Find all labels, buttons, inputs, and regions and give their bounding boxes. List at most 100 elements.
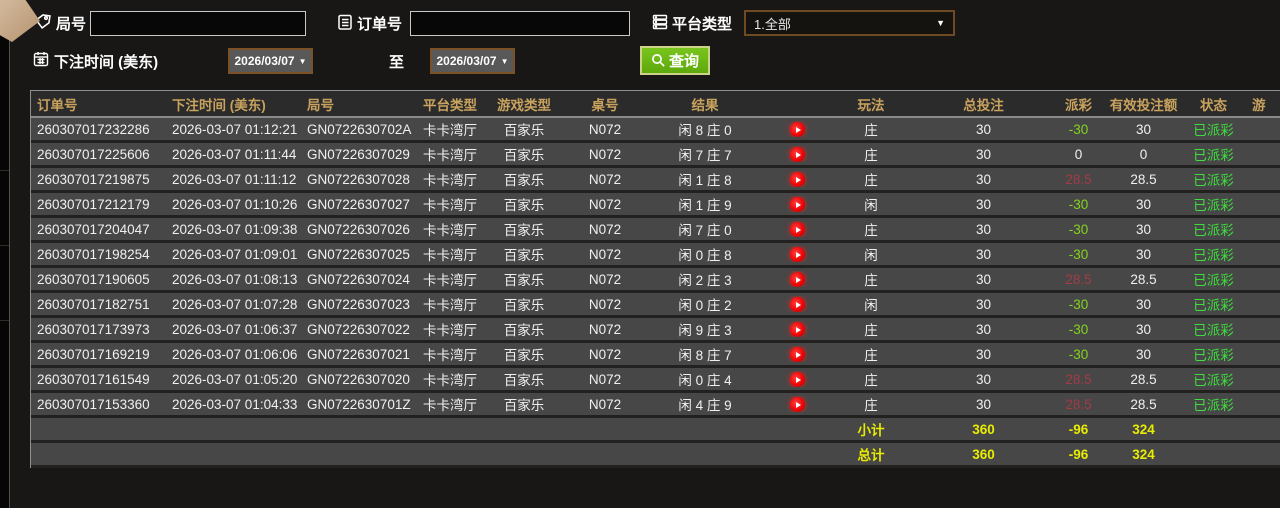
cell-platform: 卡卡湾厅 bbox=[423, 398, 477, 413]
replay-icon[interactable] bbox=[790, 172, 805, 188]
cell-total_bet: 30 bbox=[975, 246, 992, 262]
cell-order_id: 260307017173973 bbox=[37, 321, 150, 337]
cell-total_bet: 30 bbox=[975, 321, 992, 337]
cell-order_id: 260307017161549 bbox=[37, 371, 150, 387]
table-row: 260307017204047 2026-03-07 01:09:38 GN0722… bbox=[31, 218, 1280, 243]
column-header-platform: 平台类型 bbox=[423, 97, 477, 113]
cell-order_id: 260307017232286 bbox=[37, 121, 150, 137]
table-row: 260307017190605 2026-03-07 01:08:13 GN0722… bbox=[31, 268, 1280, 293]
table-row: 260307017212179 2026-03-07 01:10:26 GN0722… bbox=[31, 193, 1280, 218]
replay-icon[interactable] bbox=[790, 372, 805, 388]
cell-replay bbox=[769, 171, 826, 188]
search-icon bbox=[652, 54, 665, 67]
cell-valid_bet: 30 bbox=[1135, 196, 1152, 212]
cell-bet_time: 2026-03-07 01:11:44 bbox=[172, 146, 297, 162]
replay-icon[interactable] bbox=[790, 222, 805, 238]
replay-icon[interactable] bbox=[790, 197, 805, 213]
cell-status: 已派彩 bbox=[1193, 273, 1234, 288]
cell-result: 闲 9 庄 3 bbox=[678, 323, 732, 338]
cell-valid_bet: 28.5 bbox=[1130, 271, 1157, 287]
cell-table_no: N072 bbox=[588, 146, 622, 162]
cell-play_type: 小计 bbox=[857, 423, 885, 438]
cell-play_type: 庄 bbox=[864, 348, 878, 363]
cell-play_type: 闲 bbox=[864, 198, 878, 213]
cell-table_no: N072 bbox=[588, 121, 622, 137]
cell-platform: 卡卡湾厅 bbox=[423, 323, 477, 338]
cell-order_id: 260307017153360 bbox=[37, 396, 150, 412]
cell-game_type: 百家乐 bbox=[503, 373, 545, 388]
cell-game_no: GN07226307028 bbox=[307, 171, 410, 187]
cell-order_id: 260307017169219 bbox=[37, 346, 150, 362]
replay-icon[interactable] bbox=[790, 122, 805, 138]
replay-icon[interactable] bbox=[790, 147, 805, 163]
column-header-bet_time: 下注时间 (美东) bbox=[172, 97, 266, 113]
cell-payout: -30 bbox=[1068, 346, 1089, 362]
cell-bet_time: 2026-03-07 01:08:13 bbox=[172, 271, 298, 287]
cell-game_no: GN0722630702A bbox=[307, 121, 412, 137]
cell-game_no: GN07226307023 bbox=[307, 296, 410, 312]
cell-play_type: 闲 bbox=[864, 298, 878, 313]
cell-order_id: 260307017182751 bbox=[37, 296, 150, 312]
cell-result: 闲 4 庄 9 bbox=[678, 398, 732, 413]
cell-valid_bet: 0 bbox=[1139, 146, 1148, 162]
subtotal-row: 小计 360 -96 324 bbox=[31, 418, 1280, 443]
cell-game_no: GN07226307024 bbox=[307, 271, 410, 287]
cell-result: 闲 0 庄 4 bbox=[678, 373, 732, 388]
replay-icon[interactable] bbox=[790, 247, 805, 263]
cell-bet_time: 2026-03-07 01:06:37 bbox=[172, 321, 298, 337]
cell-valid_bet: 30 bbox=[1135, 321, 1152, 337]
bet-time-label: 下注时间 (美东) bbox=[54, 54, 159, 71]
replay-icon[interactable] bbox=[790, 397, 805, 413]
cell-total_bet: 30 bbox=[975, 196, 992, 212]
cell-replay bbox=[769, 196, 826, 213]
search-button[interactable]: 查询 bbox=[640, 46, 711, 75]
column-header-status: 状态 bbox=[1200, 97, 1227, 113]
replay-icon[interactable] bbox=[790, 347, 805, 363]
cell-replay bbox=[769, 321, 826, 338]
platform-type-select[interactable]: 1.全部 ▼ bbox=[744, 10, 955, 36]
cell-total_bet: 30 bbox=[975, 396, 992, 412]
platform-type-label: 平台类型 bbox=[672, 16, 733, 33]
cell-game_no: GN07226307021 bbox=[307, 346, 410, 362]
cell-result: 闲 8 庄 7 bbox=[678, 348, 732, 363]
cell-table_no: N072 bbox=[588, 196, 622, 212]
cell-platform: 卡卡湾厅 bbox=[423, 123, 477, 138]
cell-total_bet: 30 bbox=[975, 121, 992, 137]
cell-platform: 卡卡湾厅 bbox=[423, 173, 477, 188]
cell-game_no: GN07226307026 bbox=[307, 221, 410, 237]
cell-total_bet: 30 bbox=[975, 371, 992, 387]
cell-replay bbox=[769, 371, 826, 388]
cell-valid_bet: 30 bbox=[1135, 121, 1152, 137]
order-no-input[interactable] bbox=[410, 11, 630, 36]
cell-bet_time: 2026-03-07 01:05:20 bbox=[172, 371, 298, 387]
cell-result: 闲 8 庄 0 bbox=[678, 123, 732, 138]
cell-order_id: 260307017212179 bbox=[37, 196, 150, 212]
column-header-result: 结果 bbox=[691, 97, 719, 113]
cell-platform: 卡卡湾厅 bbox=[423, 223, 477, 238]
game-no-input[interactable] bbox=[90, 11, 306, 36]
cell-status: 已派彩 bbox=[1193, 348, 1234, 363]
cell-bet_time: 2026-03-07 01:09:38 bbox=[172, 221, 298, 237]
cell-replay bbox=[769, 296, 826, 313]
replay-icon[interactable] bbox=[790, 272, 805, 288]
cell-payout: -96 bbox=[1068, 446, 1089, 462]
date-to-select[interactable]: 2026/03/07 ▼ bbox=[430, 48, 515, 74]
cell-result: 闲 2 庄 3 bbox=[678, 273, 732, 288]
chevron-down-icon: ▼ bbox=[500, 56, 509, 66]
cell-game_type: 百家乐 bbox=[503, 298, 545, 313]
cell-play_type: 庄 bbox=[864, 323, 878, 338]
cell-valid_bet: 30 bbox=[1135, 246, 1152, 262]
chevron-down-icon: ▼ bbox=[298, 56, 307, 66]
cell-valid_bet: 28.5 bbox=[1130, 171, 1157, 187]
table-row: 260307017153360 2026-03-07 01:04:33 GN0722… bbox=[31, 393, 1280, 418]
cell-replay bbox=[769, 246, 826, 263]
replay-icon[interactable] bbox=[790, 297, 805, 313]
cell-result: 闲 7 庄 0 bbox=[678, 223, 732, 238]
cell-game_type: 百家乐 bbox=[503, 323, 545, 338]
table-header-row: 订单号 下注时间 (美东) 局号 平台类型 游戏类型 桌号 结果 玩法 总投注 派彩 有效投注额 状态… bbox=[31, 91, 1280, 118]
replay-icon[interactable] bbox=[790, 322, 805, 338]
date-from-select[interactable]: 2026/03/07 ▼ bbox=[228, 48, 313, 74]
cell-bet_time: 2026-03-07 01:07:28 bbox=[172, 296, 298, 312]
cell-payout: -30 bbox=[1068, 246, 1089, 262]
